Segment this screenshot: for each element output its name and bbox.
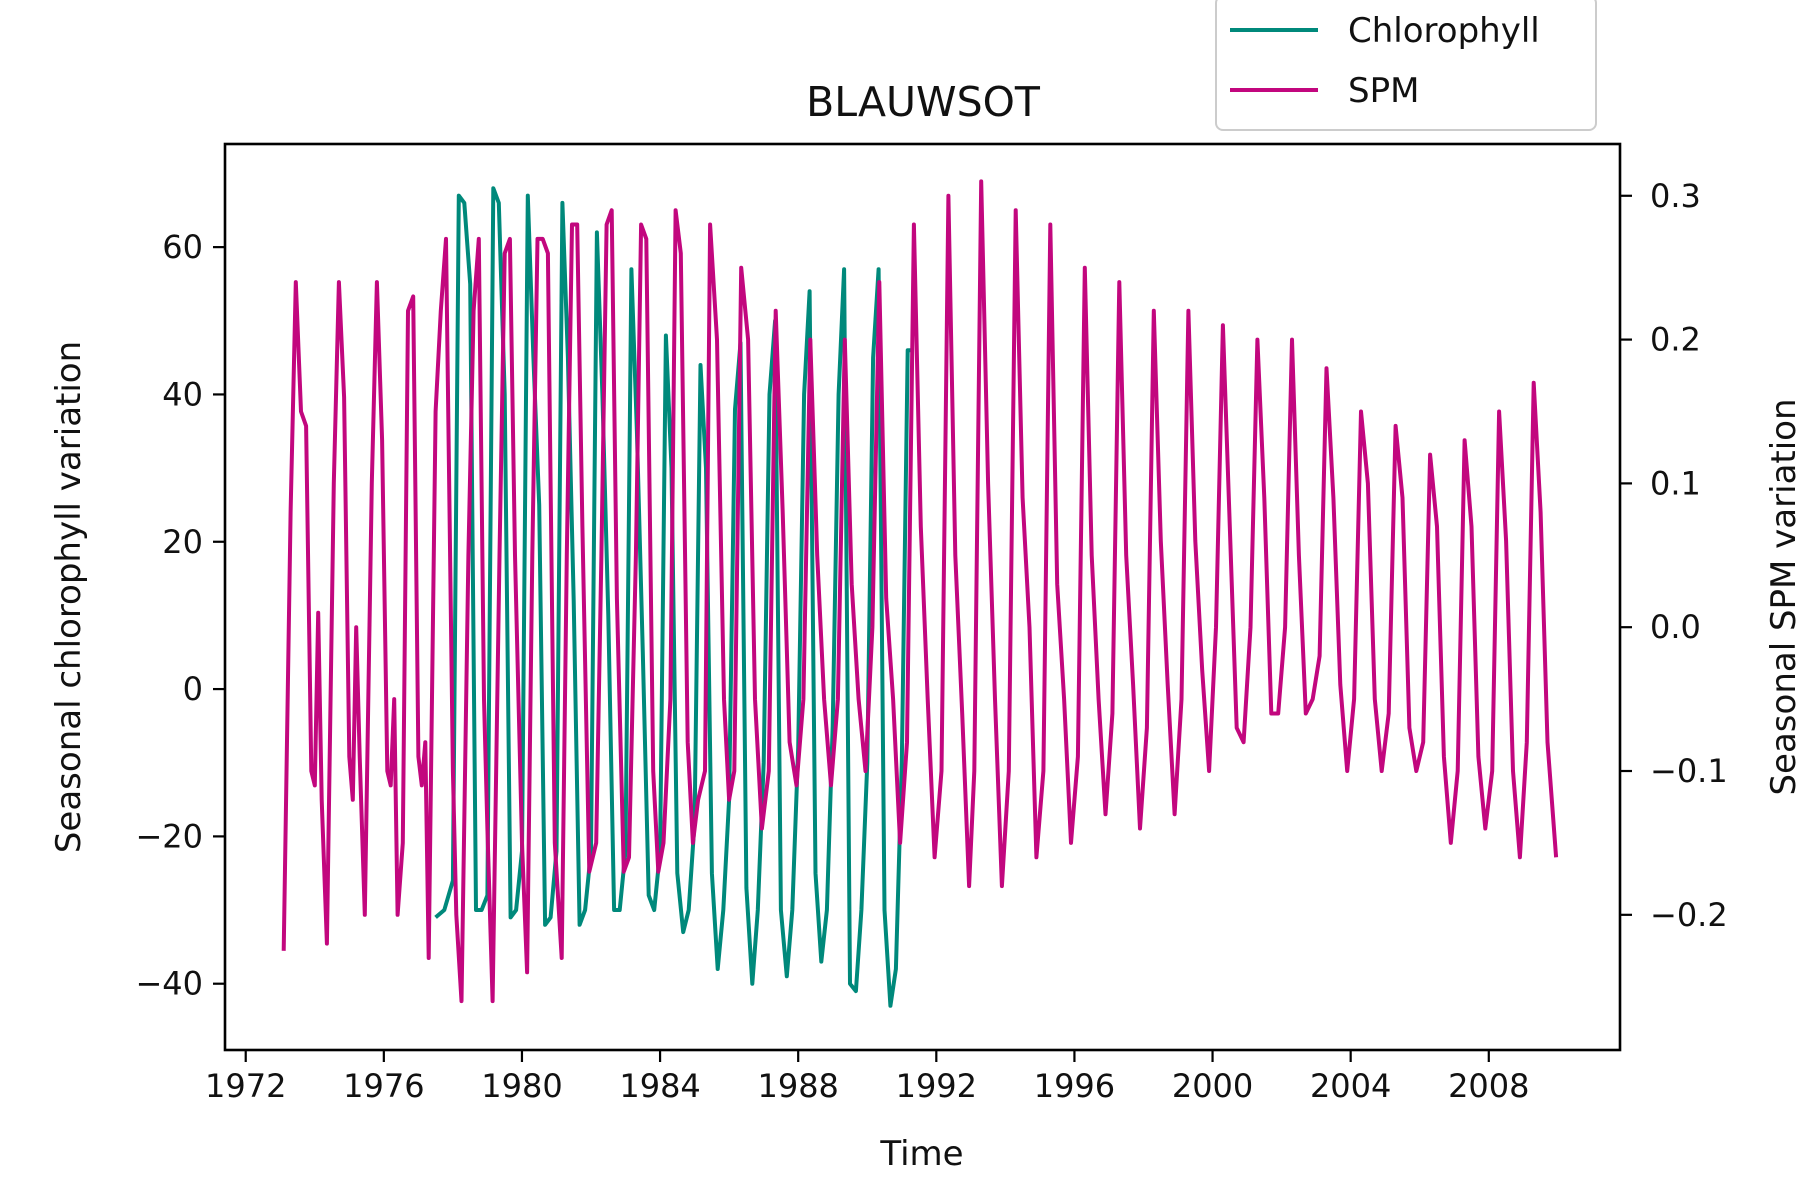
right-y-tick-label: −0.2 (1650, 896, 1728, 934)
x-axis-title: Time (879, 1134, 963, 1174)
x-tick-label: 2008 (1448, 1067, 1529, 1105)
plot-frame (223, 142, 1622, 1052)
x-tick-label: 1992 (896, 1067, 977, 1105)
left-y-tick-label: −40 (135, 965, 203, 1003)
series-line-spm (281, 179, 1559, 1004)
chart-title: BLAUWSOT (806, 78, 1041, 126)
left-y-tick-label: 20 (162, 523, 203, 561)
right-y-axis: −0.2 −0.1 0.0 0.1 0.2 0.3 (1620, 177, 1728, 934)
left-y-tick-label: 40 (162, 375, 203, 413)
right-y-tick-label: 0.2 (1650, 321, 1701, 359)
legend-label-spm: SPM (1348, 71, 1419, 111)
right-y-tick-label: 0.3 (1650, 177, 1701, 215)
right-y-tick-label: 0.1 (1650, 464, 1701, 502)
x-tick-label: 2004 (1310, 1067, 1391, 1105)
x-tick-label: 1980 (481, 1067, 562, 1105)
legend: Chlorophyll SPM (1215, 0, 1597, 131)
left-y-axis-title: Seasonal chlorophyll variation (49, 341, 89, 853)
legend-label-chlorophyll: Chlorophyll (1348, 11, 1540, 51)
series-line-chlorophyll (434, 186, 914, 1008)
right-y-tick-label: −0.1 (1650, 752, 1728, 790)
x-tick-label: 1984 (619, 1067, 700, 1105)
x-tick-label: 1976 (343, 1067, 424, 1105)
left-y-tick-label: −20 (135, 817, 203, 855)
left-y-tick-label: 0 (183, 670, 203, 708)
x-axis: 1972 1976 1980 1984 1988 1992 1996 2000 2004 2008 (205, 1050, 1530, 1105)
x-tick-label: 1972 (205, 1067, 286, 1105)
left-y-axis: −40 −20 0 20 40 60 (135, 228, 225, 1003)
x-tick-label: 2000 (1172, 1067, 1253, 1105)
x-tick-label: 1988 (757, 1067, 838, 1105)
legend-box (1215, 0, 1597, 131)
plot-lines (281, 179, 1559, 1008)
left-y-tick-label: 60 (162, 228, 203, 266)
right-y-axis-title: Seasonal SPM variation (1764, 398, 1800, 795)
x-tick-label: 1996 (1034, 1067, 1115, 1105)
right-y-tick-label: 0.0 (1650, 608, 1701, 646)
